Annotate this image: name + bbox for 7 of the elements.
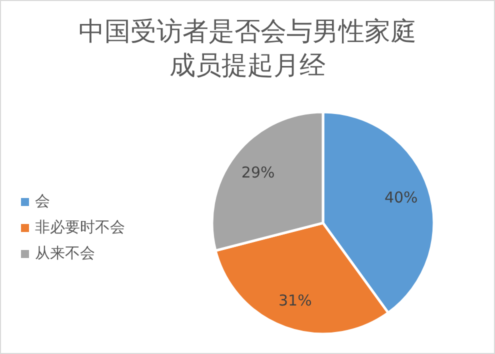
data-label: 31%: [278, 291, 312, 310]
legend-label: 从来不会: [35, 244, 95, 262]
chart-title: 中国受访者是否会与男性家庭成员提起月经: [78, 16, 418, 83]
data-label: 40%: [384, 188, 418, 207]
legend-label: 非必要时不会: [35, 218, 125, 236]
legend-label: 会: [35, 192, 50, 210]
data-label: 29%: [241, 164, 275, 182]
